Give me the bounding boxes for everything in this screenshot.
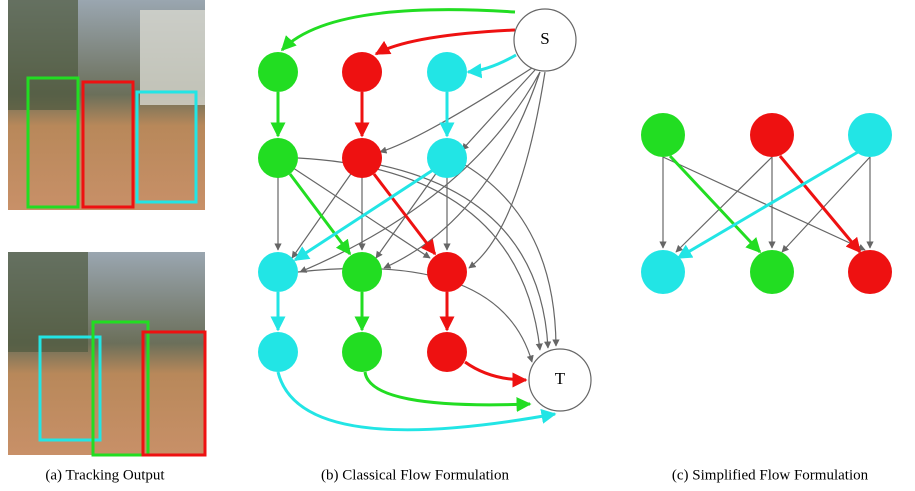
caption: (a) Tracking Output xyxy=(45,467,165,483)
classical-graph xyxy=(258,9,591,430)
tracking-photos xyxy=(8,0,205,455)
figure: S T (a) Tracking Output (b) Classical Fl… xyxy=(0,0,915,491)
caption: (c) Simplified Flow Formulation xyxy=(672,467,869,483)
simplified-graph xyxy=(641,113,892,294)
caption: (b) Classical Flow Formulation xyxy=(321,467,509,483)
source-label: S xyxy=(540,29,549,48)
sink-label: T xyxy=(555,369,566,388)
